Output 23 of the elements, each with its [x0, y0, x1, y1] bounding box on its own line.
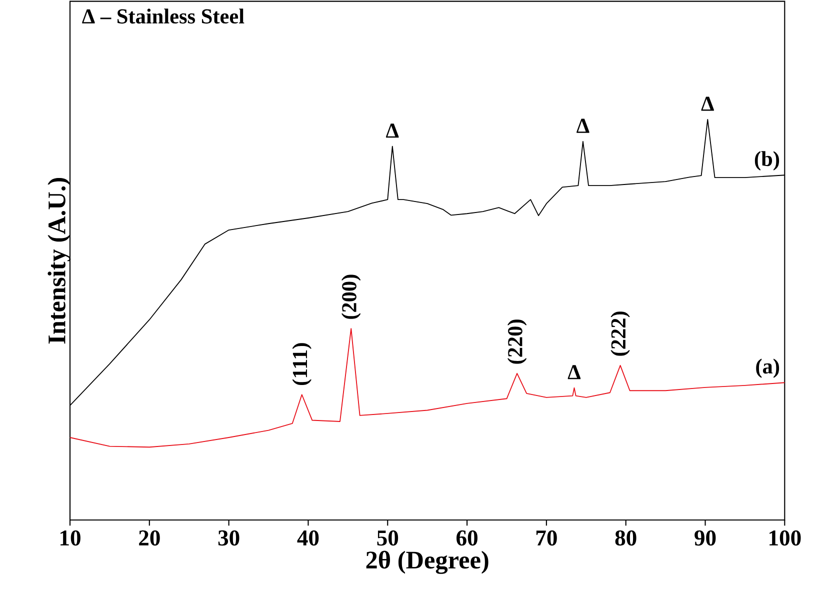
series-label: (a)	[756, 358, 780, 378]
x-tick-label: 80	[615, 530, 636, 546]
x-tick-label: 10	[60, 530, 80, 546]
annotation: Δ	[576, 118, 590, 133]
x-tick-label: 100	[770, 530, 801, 546]
x-tick-label: 90	[694, 530, 716, 546]
annotation: Δ	[386, 124, 399, 138]
annotation: (222)	[610, 312, 630, 356]
x-tick-label: 50	[377, 530, 398, 546]
x-tick-label: 40	[297, 530, 319, 546]
annotation: (200)	[341, 274, 361, 319]
x-axis-title: 2θ (Degree)	[366, 550, 488, 574]
x-tick-label: 20	[139, 530, 160, 546]
annotation: Δ	[568, 365, 581, 380]
x-tick-label: 60	[456, 530, 478, 546]
y-axis-title: Intensity (A.U.)	[48, 178, 71, 344]
annotation: (111)	[292, 343, 312, 386]
annotation: (220)	[507, 320, 527, 364]
text: Δ – Stainless Steel	[82, 8, 244, 24]
series-label: (b)	[754, 151, 780, 170]
annotation: Δ	[701, 96, 714, 111]
x-tick-label: 30	[218, 530, 240, 546]
x-tick-label: 70	[536, 530, 557, 546]
